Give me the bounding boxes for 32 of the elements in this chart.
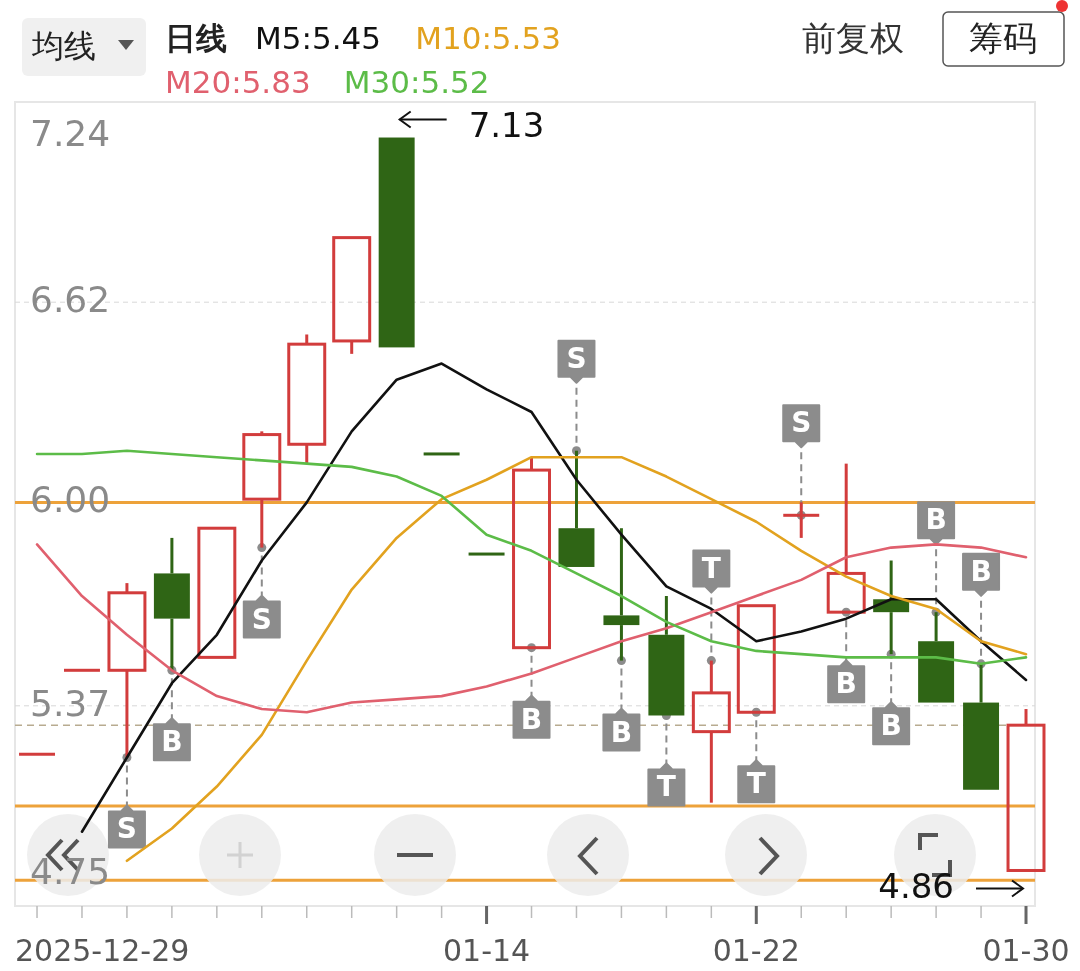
text: 2025-12-29: [15, 932, 190, 968]
data-label: T: [656, 770, 676, 804]
y-tick-label: 5.37: [30, 682, 111, 724]
y-tick-label: 6.62: [30, 279, 111, 321]
text: M30:5.52: [343, 63, 490, 100]
data-label: B: [520, 702, 543, 736]
text: M5:5.45: [255, 19, 381, 56]
text: 均线: [31, 27, 96, 65]
data-label: B: [970, 554, 992, 588]
y-tick-label: 4.75: [30, 851, 111, 892]
y-tick-label: 7.24: [30, 113, 111, 154]
text: 筹码: [969, 17, 1037, 58]
text: 前复权: [802, 17, 904, 58]
data-label: S: [251, 602, 272, 636]
data-label: B: [925, 503, 947, 537]
data-label: B: [161, 725, 183, 759]
data-label: S: [116, 812, 138, 846]
data-label: S: [791, 406, 812, 440]
data-label: B: [880, 709, 902, 743]
x-tick-label: 01-30: [982, 932, 1070, 968]
text: M20:5.83: [165, 63, 311, 100]
text: M10:5.53: [415, 19, 561, 56]
data-label: S: [566, 341, 587, 375]
data-label: T: [746, 767, 766, 801]
data-label: B: [835, 667, 857, 701]
x-tick-label: 01-22: [712, 932, 800, 968]
x-tick-label: 01-14: [442, 932, 531, 968]
annotation: 7.13: [468, 105, 545, 146]
chart-title: 日线: [165, 19, 227, 56]
annotation: 4.86: [878, 865, 955, 906]
data-label: B: [610, 715, 633, 749]
data-label: T: [701, 551, 721, 585]
